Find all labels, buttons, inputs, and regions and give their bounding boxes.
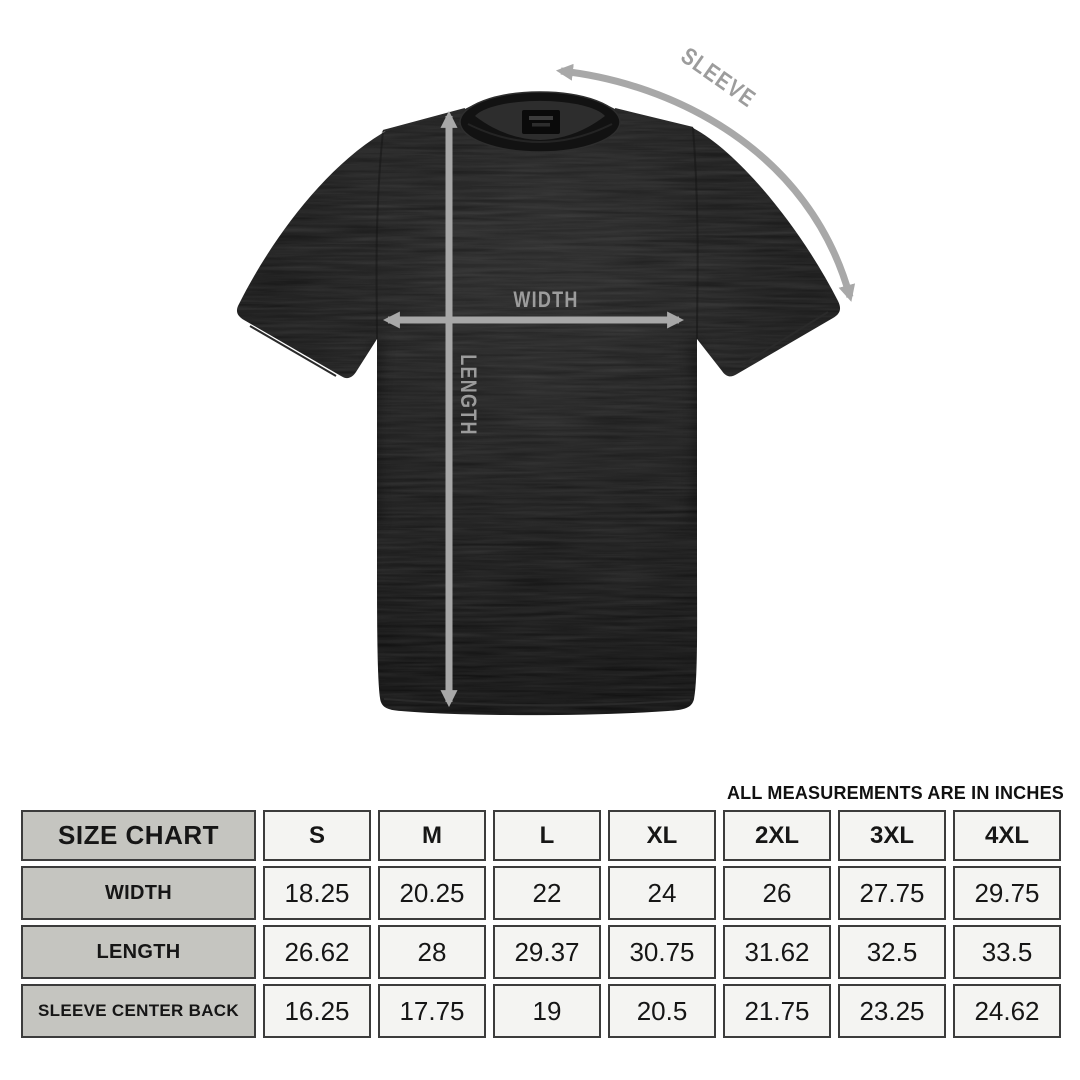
measurement-cell: 19 bbox=[493, 984, 601, 1038]
measurement-cell: 30.75 bbox=[608, 925, 716, 979]
measurement-cell: 24 bbox=[608, 866, 716, 920]
measurement-cell: 20.5 bbox=[608, 984, 716, 1038]
tshirt-photo bbox=[236, 91, 841, 716]
sleeve-label: SLEEVE bbox=[676, 42, 761, 113]
measurement-cell: 27.75 bbox=[838, 866, 946, 920]
hem-stitch bbox=[383, 698, 691, 707]
right-side-shadow bbox=[689, 339, 707, 526]
measurement-cell: 16.25 bbox=[263, 984, 371, 1038]
table-header-row: SIZE CHART S M L XL 2XL 3XL 4XL bbox=[21, 810, 1061, 861]
measurement-cell: 22 bbox=[493, 866, 601, 920]
measurement-cell: 20.25 bbox=[378, 866, 486, 920]
measurement-cell: 18.25 bbox=[263, 866, 371, 920]
left-side-shadow bbox=[365, 339, 385, 526]
table-row-sleeve-center-back: SLEEVE CENTER BACK 16.25 17.75 19 20.5 2… bbox=[21, 984, 1061, 1038]
sleeve-arrow bbox=[555, 63, 856, 302]
measurement-cell: 29.75 bbox=[953, 866, 1061, 920]
size-chart-title: SIZE CHART bbox=[21, 810, 256, 861]
width-label: WIDTH bbox=[513, 288, 578, 312]
table-row-length: LENGTH 26.62 28 29.37 30.75 31.62 32.5 3… bbox=[21, 925, 1061, 979]
size-header-2xl: 2XL bbox=[723, 810, 831, 861]
measurements-note: ALL MEASUREMENTS ARE IN INCHES bbox=[726, 783, 1064, 803]
fabric-texture bbox=[236, 92, 841, 716]
measurement-cell: 28 bbox=[378, 925, 486, 979]
collar bbox=[459, 91, 621, 153]
measurement-cell: 33.5 bbox=[953, 925, 1061, 979]
size-header-3xl: 3XL bbox=[838, 810, 946, 861]
measurement-cell: 26.62 bbox=[263, 925, 371, 979]
size-header-4xl: 4XL bbox=[953, 810, 1061, 861]
size-chart-table: SIZE CHART S M L XL 2XL 3XL 4XL WIDTH 18… bbox=[14, 805, 1068, 1043]
brand-tag bbox=[522, 110, 560, 134]
tshirt-diagram: WIDTH LENGTH SLEEVE bbox=[236, 42, 856, 716]
size-header-l: L bbox=[493, 810, 601, 861]
measurement-cell: 17.75 bbox=[378, 984, 486, 1038]
measurement-cell: 26 bbox=[723, 866, 831, 920]
table-row-width: WIDTH 18.25 20.25 22 24 26 27.75 29.75 bbox=[21, 866, 1061, 920]
left-armhole-seam bbox=[375, 130, 384, 340]
measurement-cell: 23.25 bbox=[838, 984, 946, 1038]
measurement-cell: 24.62 bbox=[953, 984, 1061, 1038]
size-header-s: S bbox=[263, 810, 371, 861]
brand-tag-text-line bbox=[529, 116, 553, 120]
row-label-width: WIDTH bbox=[21, 866, 256, 920]
length-label: LENGTH bbox=[456, 354, 480, 436]
row-label-sleeve-center-back: SLEEVE CENTER BACK bbox=[21, 984, 256, 1038]
measurement-arrows bbox=[382, 63, 856, 708]
row-label-length: LENGTH bbox=[21, 925, 256, 979]
left-cuff-stitch bbox=[249, 325, 337, 377]
measurement-cell: 29.37 bbox=[493, 925, 601, 979]
measurement-cell: 21.75 bbox=[723, 984, 831, 1038]
right-cuff-stitch bbox=[741, 311, 829, 366]
size-header-xl: XL bbox=[608, 810, 716, 861]
brand-tag-text-line bbox=[532, 123, 550, 127]
measurement-cell: 31.62 bbox=[723, 925, 831, 979]
size-header-m: M bbox=[378, 810, 486, 861]
measurement-cell: 32.5 bbox=[838, 925, 946, 979]
